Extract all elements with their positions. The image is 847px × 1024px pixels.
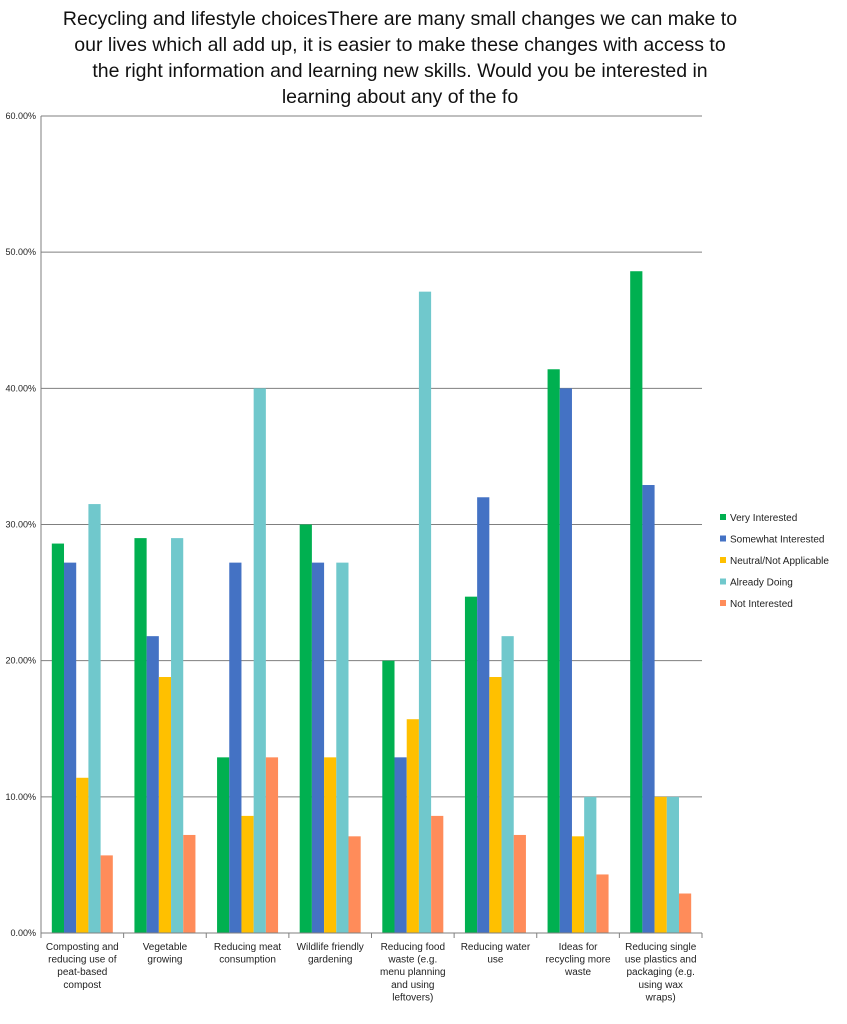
bar — [584, 796, 597, 933]
bar — [229, 562, 242, 933]
legend-swatch — [720, 535, 726, 542]
bar — [489, 677, 502, 933]
bar — [253, 388, 266, 933]
bar — [382, 660, 395, 933]
bar — [418, 291, 432, 933]
bar — [666, 796, 679, 933]
bar — [630, 271, 643, 934]
bar — [464, 596, 478, 933]
legend-swatch — [720, 557, 726, 563]
legend-label: Neutral/Not Applicable — [730, 556, 829, 567]
bar — [571, 836, 585, 933]
y-tick-label: 0.00% — [10, 928, 36, 938]
x-category-label: Ideas for recycling more waste — [546, 942, 611, 978]
x-category-label: Reducing meat consumption — [214, 942, 281, 966]
bar — [678, 893, 692, 933]
bar — [64, 562, 77, 933]
bar — [596, 874, 609, 933]
legend-label: Already Doing — [730, 578, 793, 589]
y-tick-label: 20.00% — [5, 656, 36, 666]
y-tick-label: 10.00% — [5, 792, 36, 802]
bar — [299, 524, 312, 933]
bar — [547, 369, 560, 933]
legend-label: Somewhat Interested — [730, 535, 825, 546]
x-category-label: Wildlife friendly gardening — [297, 942, 364, 966]
bar — [183, 834, 196, 933]
bar — [158, 677, 172, 933]
legend-swatch — [720, 578, 726, 585]
bar — [642, 485, 655, 933]
legend-swatch — [720, 600, 726, 606]
bar — [654, 796, 667, 933]
chart-title: Recycling and lifestyle choicesThere are… — [62, 8, 738, 108]
bar — [171, 538, 184, 933]
legend-label: Very Interested — [730, 513, 797, 524]
y-tick-label: 50.00% — [5, 247, 36, 257]
x-category-label: Reducing water use — [461, 942, 531, 966]
bar — [88, 504, 101, 933]
bar — [311, 562, 325, 933]
bar — [324, 757, 337, 933]
bar — [265, 757, 279, 933]
bar — [134, 538, 147, 933]
bar — [394, 757, 407, 933]
bar — [51, 543, 65, 933]
legend-swatch — [720, 514, 726, 520]
x-category-label: Vegetable growing — [143, 942, 188, 966]
bar — [241, 815, 254, 933]
bar — [100, 855, 113, 933]
bar — [348, 836, 361, 933]
bar — [477, 497, 490, 933]
x-category-label: Reducing food waste (e.g. menu planning and… — [380, 942, 446, 1003]
legend-label: Not Interested — [730, 599, 793, 610]
y-tick-label: 40.00% — [5, 383, 36, 393]
bar — [336, 562, 349, 933]
bar — [217, 757, 230, 933]
bar — [559, 388, 572, 933]
y-tick-label: 60.00% — [5, 111, 36, 121]
x-category-label: Reducing single use plastics and packaging… — [625, 942, 697, 1003]
bar — [76, 777, 89, 933]
y-tick-label: 30.00% — [5, 520, 36, 530]
bar — [406, 719, 419, 933]
bar — [513, 834, 526, 933]
x-category-label: Composting and reducing use of peat-based c… — [46, 942, 119, 991]
bar — [146, 636, 159, 933]
bar — [501, 636, 514, 933]
bar — [431, 815, 444, 933]
